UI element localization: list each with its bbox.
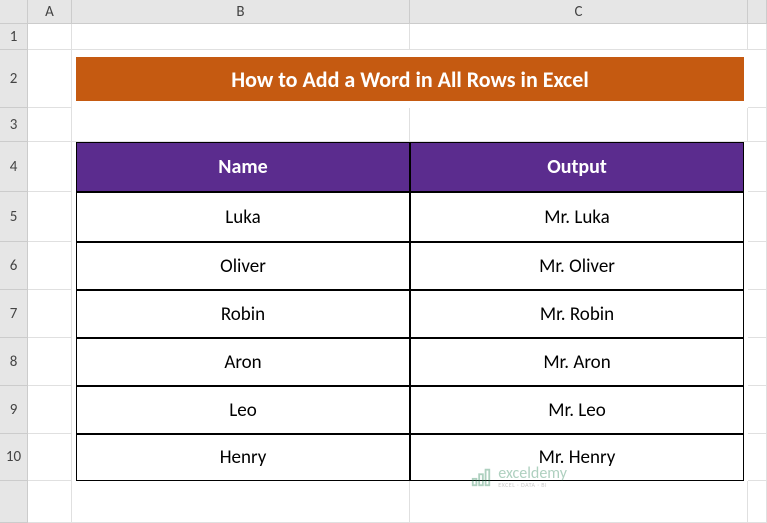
cell-d9[interactable] [748, 386, 767, 434]
watermark-tagline: EXCEL · DATA · BI [498, 482, 567, 488]
row-header-9[interactable]: 9 [0, 386, 28, 434]
cell-a7[interactable] [28, 290, 72, 338]
table-header-output[interactable]: Output [410, 142, 744, 192]
watermark: exceldemy EXCEL · DATA · BI [470, 466, 567, 488]
table-cell-name[interactable]: Robin [76, 290, 410, 338]
cell-d8[interactable] [748, 338, 767, 386]
page-title: How to Add a Word in All Rows in Excel [76, 57, 744, 101]
table-cell-output[interactable]: Mr. Aron [410, 338, 744, 386]
cell-d7[interactable] [748, 290, 767, 338]
chart-icon [470, 466, 492, 488]
cell-a3[interactable] [28, 108, 72, 142]
select-all-corner[interactable] [0, 0, 28, 24]
cell-a2[interactable] [28, 50, 72, 108]
row-header-2[interactable]: 2 [0, 50, 28, 108]
row-header-10[interactable]: 10 [0, 434, 28, 481]
table-cell-name[interactable]: Henry [76, 434, 410, 481]
cell-d5[interactable] [748, 192, 767, 242]
cell-a5[interactable] [28, 192, 72, 242]
table-cell-output[interactable]: Mr. Leo [410, 386, 744, 434]
table-cell-output[interactable]: Mr. Oliver [410, 242, 744, 290]
table-cell-output[interactable]: Mr. Luka [410, 192, 744, 242]
cell-b1[interactable] [72, 24, 410, 50]
row-header-8[interactable]: 8 [0, 338, 28, 386]
cell-b11[interactable] [72, 481, 410, 523]
watermark-brand: exceldemy [498, 466, 567, 482]
table-cell-name[interactable]: Oliver [76, 242, 410, 290]
cell-d6[interactable] [748, 242, 767, 290]
cell-c1[interactable] [410, 24, 748, 50]
cell-a10[interactable] [28, 434, 72, 481]
cell-d4[interactable] [748, 142, 767, 192]
cell-a8[interactable] [28, 338, 72, 386]
cell-a9[interactable] [28, 386, 72, 434]
cell-d11[interactable] [748, 481, 767, 523]
table-cell-name[interactable]: Leo [76, 386, 410, 434]
cell-d10[interactable] [748, 434, 767, 481]
col-header-a[interactable]: A [28, 0, 72, 24]
cell-a4[interactable] [28, 142, 72, 192]
cell-a1[interactable] [28, 24, 72, 50]
row-header-11[interactable] [0, 481, 28, 523]
cell-a6[interactable] [28, 242, 72, 290]
table-cell-name[interactable]: Luka [76, 192, 410, 242]
table-cell-output[interactable]: Mr. Henry [410, 434, 744, 481]
table-cell-output[interactable]: Mr. Robin [410, 290, 744, 338]
cell-b3[interactable] [72, 108, 410, 142]
row-header-1[interactable]: 1 [0, 24, 28, 50]
cell-c3[interactable] [410, 108, 748, 142]
cell-c11[interactable] [410, 481, 748, 523]
title-banner-container: How to Add a Word in All Rows in Excel [72, 50, 748, 108]
cell-d1[interactable] [748, 24, 767, 50]
cell-d3[interactable] [748, 108, 767, 142]
col-header-b[interactable]: B [72, 0, 410, 24]
cell-d2[interactable] [748, 50, 767, 108]
watermark-text: exceldemy EXCEL · DATA · BI [498, 466, 567, 488]
col-header-c[interactable]: C [410, 0, 748, 24]
row-header-7[interactable]: 7 [0, 290, 28, 338]
table-cell-name[interactable]: Aron [76, 338, 410, 386]
row-header-4[interactable]: 4 [0, 142, 28, 192]
row-header-6[interactable]: 6 [0, 242, 28, 290]
row-header-3[interactable]: 3 [0, 108, 28, 142]
spreadsheet-grid: A B C 1 2 How to Add a Word in All Rows … [0, 0, 767, 523]
cell-a11[interactable] [28, 481, 72, 523]
col-header-d[interactable] [748, 0, 767, 24]
row-header-5[interactable]: 5 [0, 192, 28, 242]
table-header-name[interactable]: Name [76, 142, 410, 192]
